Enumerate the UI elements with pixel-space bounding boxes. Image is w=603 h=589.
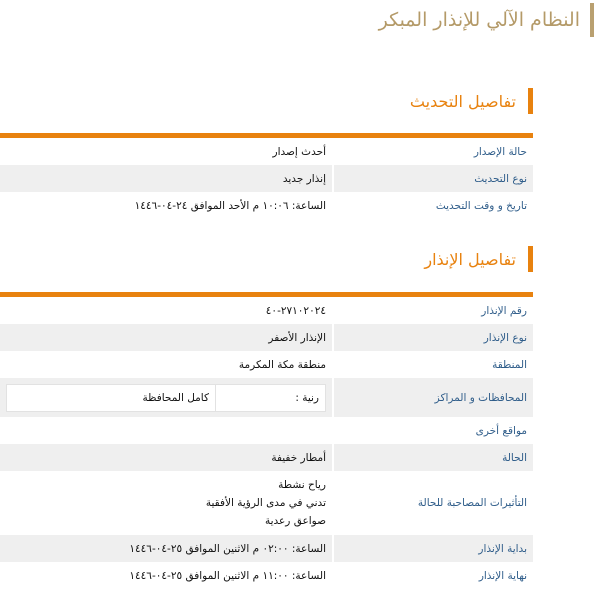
table-row: رقم الإنذار ٢٧١٠٢٠٢٤-٤٠ bbox=[0, 297, 533, 324]
update-section-heading: تفاصيل التحديث bbox=[410, 88, 533, 114]
row-label: نهاية الإنذار bbox=[332, 562, 533, 589]
row-value: رياح نشطة تدني في مدى الرؤية الأفقية صواعق… bbox=[0, 471, 333, 535]
row-label: حالة الإصدار bbox=[332, 138, 533, 165]
effect-item: تدني في مدى الرؤية الأفقية bbox=[205, 497, 326, 509]
table-row: نهاية الإنذار الساعة: ١١:٠٠ م الاثنين الم… bbox=[0, 562, 533, 589]
page-title-block: النظام الآلي للإنذار المبكر bbox=[379, 3, 594, 37]
governorate-name: رنية : bbox=[215, 384, 325, 411]
row-value bbox=[0, 417, 333, 444]
row-label: رقم الإنذار bbox=[332, 297, 533, 324]
table-row: المنطقة منطقة مكة المكرمة bbox=[0, 351, 533, 378]
alert-heading-text: تفاصيل الإنذار bbox=[424, 249, 516, 269]
divider bbox=[0, 292, 533, 297]
row-label: المنطقة bbox=[332, 351, 533, 378]
table-row: بداية الإنذار الساعة: ٠٢:٠٠ م الاثنين الم… bbox=[0, 535, 533, 562]
effect-item: صواعق رعدية bbox=[264, 515, 326, 527]
row-label: بداية الإنذار bbox=[332, 535, 533, 562]
row-label: نوع التحديث bbox=[332, 165, 533, 192]
table-row: حالة الإصدار أحدث إصدار bbox=[0, 138, 533, 165]
page-title: النظام الآلي للإنذار المبكر bbox=[378, 9, 580, 31]
alert-section-heading: تفاصيل الإنذار bbox=[424, 246, 533, 272]
alert-details-table: رقم الإنذار ٢٧١٠٢٠٢٤-٤٠ نوع الإنذار الإنذا… bbox=[0, 297, 533, 589]
update-details-table: حالة الإصدار أحدث إصدار نوع التحديث إنذار … bbox=[0, 138, 533, 219]
update-heading-text: تفاصيل التحديث bbox=[409, 91, 516, 111]
table-row: المحافظات و المراكز رنية : كامل المحافظة bbox=[0, 378, 533, 417]
table-row: تاريخ و وقت التحديث الساعة: ١٠:٠٦ م الأحد… bbox=[0, 192, 533, 219]
row-label: مواقع أخرى bbox=[332, 417, 533, 444]
row-value: ٢٧١٠٢٠٢٤-٤٠ bbox=[0, 297, 333, 324]
alert-number: ٢٧١٠٢٠٢٤-٤٠ bbox=[265, 304, 326, 317]
row-label: تاريخ و وقت التحديث bbox=[332, 192, 533, 219]
table-row: الحالة أمطار خفيفة bbox=[0, 444, 533, 471]
table-row: نوع التحديث إنذار جديد bbox=[0, 165, 533, 192]
governorate-entry: رنية : كامل المحافظة bbox=[6, 383, 326, 412]
row-value: الساعة: ١٠:٠٦ م الأحد الموافق ٢٤-٠٤-١٤٤٦ bbox=[134, 199, 326, 212]
table-row: مواقع أخرى bbox=[0, 417, 533, 444]
row-value: الإنذار الأصفر bbox=[0, 324, 333, 351]
row-value: الساعة: ١١:٠٠ م الاثنين الموافق ٢٥-٠٤-١٤… bbox=[129, 569, 326, 582]
row-label: المحافظات و المراكز bbox=[332, 378, 533, 417]
row-value: أمطار خفيفة bbox=[0, 444, 333, 471]
row-value: رنية : كامل المحافظة bbox=[0, 378, 333, 417]
table-row: التأثيرات المصاحبة للحالة رياح نشطة تدني … bbox=[0, 471, 533, 535]
row-label: نوع الإنذار bbox=[332, 324, 533, 351]
row-value: أحدث إصدار bbox=[272, 145, 326, 158]
row-value: إنذار جديد bbox=[0, 165, 333, 192]
table-row: نوع الإنذار الإنذار الأصفر bbox=[0, 324, 533, 351]
governorate-coverage: كامل المحافظة bbox=[142, 391, 209, 404]
row-label: الحالة bbox=[332, 444, 533, 471]
row-value: الساعة: ٠٢:٠٠ م الاثنين الموافق ٢٥-٠٤-١٤… bbox=[0, 535, 333, 562]
row-value: منطقة مكة المكرمة bbox=[238, 358, 326, 371]
divider bbox=[0, 133, 533, 138]
effect-item: رياح نشطة bbox=[278, 479, 326, 491]
row-label: التأثيرات المصاحبة للحالة bbox=[332, 471, 533, 535]
